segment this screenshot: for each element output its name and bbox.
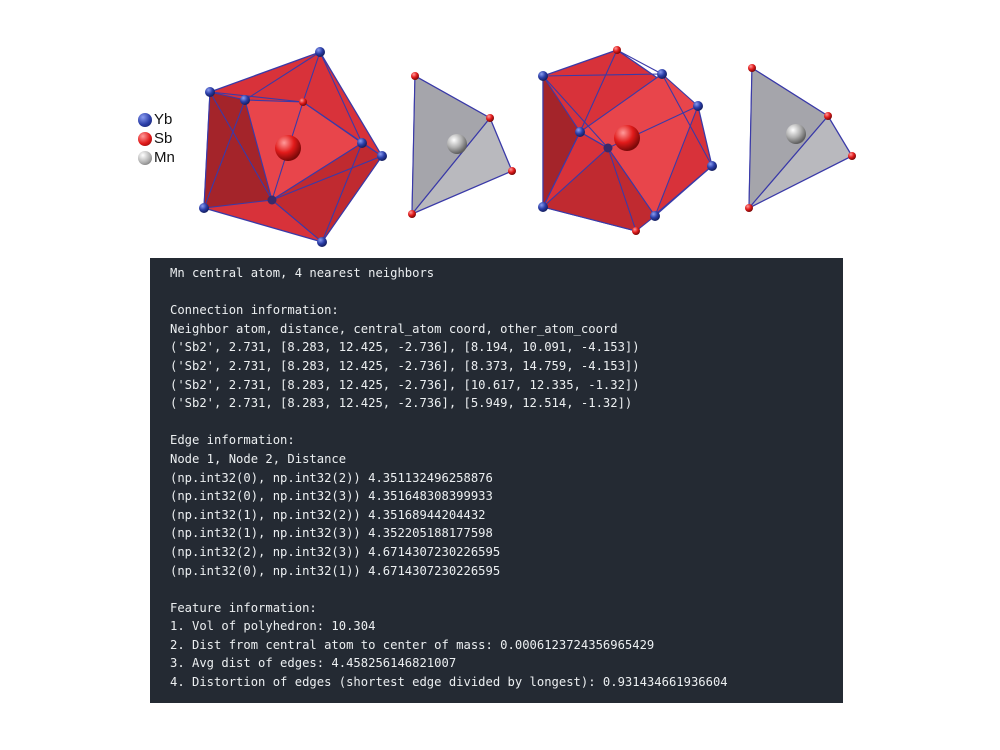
connection-row: ('Sb2', 2.731, [8.283, 12.425, -2.736], … <box>170 377 640 392</box>
edge-title: Edge information: <box>170 433 295 448</box>
sb-center-atom <box>275 135 301 161</box>
edge-columns: Node 1, Node 2, Distance <box>170 451 347 466</box>
feature-row: 1. Vol of polyhedron: 10.304 <box>170 619 376 634</box>
feature-row: 2. Dist from central atom to center of m… <box>170 637 655 652</box>
feature-row: 4. Distortion of edges (shortest edge di… <box>170 675 728 690</box>
connection-row: ('Sb2', 2.731, [8.283, 12.425, -2.736], … <box>170 340 640 355</box>
legend-item-mn: Mn <box>138 148 175 167</box>
edge-row: (np.int32(0), np.int32(3)) 4.35164830839… <box>170 489 493 504</box>
yb-atom-icon <box>138 112 152 127</box>
sb-center-atom <box>614 125 640 151</box>
legend-label: Mn <box>154 149 175 166</box>
edge-row: (np.int32(0), np.int32(2)) 4.35113249625… <box>170 470 493 485</box>
connection-title: Connection information: <box>170 303 339 318</box>
legend-item-yb: Yb <box>138 110 175 129</box>
legend-label: Sb <box>154 130 173 147</box>
connection-row: ('Sb2', 2.731, [8.283, 12.425, -2.736], … <box>170 358 640 373</box>
edge-row: (np.int32(2), np.int32(3)) 4.67143072302… <box>170 544 501 559</box>
legend-item-sb: Sb <box>138 129 175 148</box>
polyhedra-figure <box>199 46 856 247</box>
connection-row: ('Sb2', 2.731, [8.283, 12.425, -2.736], … <box>170 396 633 411</box>
terminal-output: Mn central atom, 4 nearest neighbors Con… <box>150 258 843 703</box>
mn-tetrahedron-1 <box>408 72 516 218</box>
feature-title: Feature information: <box>170 600 317 615</box>
element-legend: Yb Sb Mn <box>138 110 175 167</box>
edge-row: (np.int32(1), np.int32(2)) 4.35168944204… <box>170 507 486 522</box>
output-header: Mn central atom, 4 nearest neighbors <box>170 266 435 280</box>
connection-columns: Neighbor atom, distance, central_atom co… <box>170 321 618 336</box>
edge-row: (np.int32(0), np.int32(1)) 4.67143072302… <box>170 563 501 578</box>
legend-label: Yb <box>154 111 173 128</box>
mn-atom-icon <box>138 150 152 165</box>
sb-polyhedron-2 <box>538 46 717 235</box>
mn-center-atom <box>786 124 806 144</box>
feature-row: 3. Avg dist of edges: 4.458256146821007 <box>170 656 457 671</box>
mn-center-atom <box>447 134 467 154</box>
sb-atom-icon <box>138 131 152 146</box>
edge-row: (np.int32(1), np.int32(3)) 4.35220518817… <box>170 526 493 541</box>
sb-polyhedron-1 <box>199 47 387 247</box>
mn-tetrahedron-2 <box>745 64 856 212</box>
